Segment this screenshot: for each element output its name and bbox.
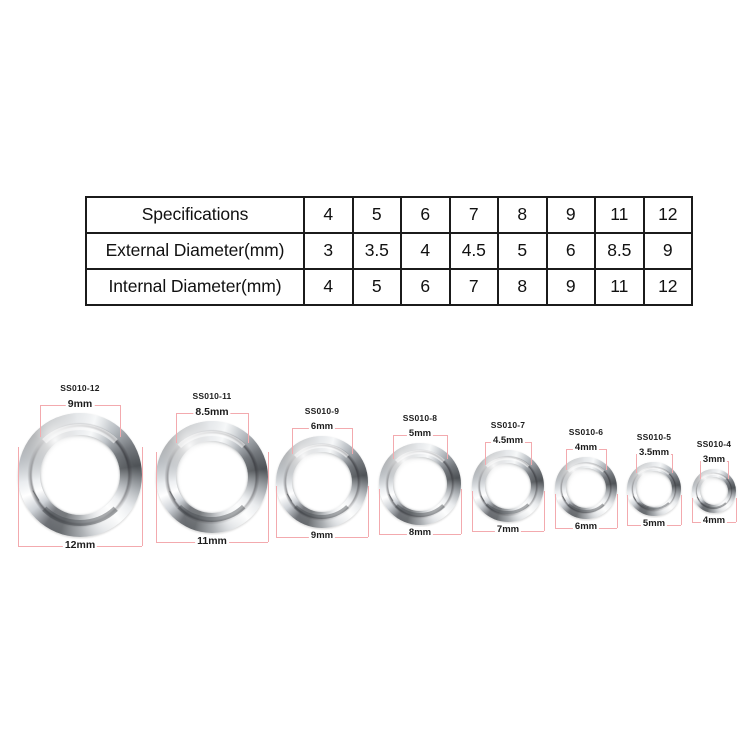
- outer-diameter-label: 6mm: [572, 521, 600, 532]
- inner-dimension-tick-left: [39, 405, 41, 437]
- ring-code-label: SS010-12: [60, 383, 100, 393]
- cell-spec-2: 5: [351, 196, 402, 234]
- inner-diameter-label: 4.5mm: [490, 435, 526, 446]
- inner-diameter-label: 6mm: [308, 421, 336, 432]
- ring-image-ss010-4: [692, 469, 736, 513]
- outer-diameter-label: 8mm: [406, 527, 434, 538]
- cell-spec-3: 6: [400, 196, 451, 234]
- ring-code-label: SS010-8: [402, 413, 438, 423]
- table-row: Internal Diameter(mm) 4 5 6 7 8 9 11 12: [85, 268, 693, 306]
- cell-internal-5: 8: [497, 268, 548, 306]
- inner-dimension-tick-left: [292, 428, 294, 455]
- cell-internal-8: 12: [642, 268, 693, 306]
- outer-dimension-tick-right: [544, 491, 545, 531]
- cell-internal-2: 5: [351, 268, 402, 306]
- cell-external-4: 4.5: [448, 232, 499, 270]
- outer-dimension-tick-right: [368, 486, 369, 537]
- outer-dimension-tick-right: [681, 495, 682, 525]
- cell-external-2: 3.5: [351, 232, 402, 270]
- outer-diameter-label: 12mm: [62, 539, 98, 551]
- specification-table: Specifications 4 5 6 7 8 9 11 12 Externa…: [85, 196, 693, 306]
- cell-internal-3: 6: [400, 268, 451, 306]
- outer-dimension-tick-right: [461, 488, 462, 534]
- cell-spec-4: 7: [448, 196, 499, 234]
- outer-diameter-label: 11mm: [195, 535, 229, 547]
- cell-external-5: 5: [497, 232, 548, 270]
- cell-external-6: 6: [545, 232, 596, 270]
- outer-dimension-tick-left: [472, 491, 473, 531]
- table-row: Specifications 4 5 6 7 8 9 11 12: [85, 196, 693, 234]
- table-row: External Diameter(mm) 3 3.5 4 4.5 5 6 8.…: [85, 232, 693, 270]
- inner-diameter-label: 9mm: [65, 398, 95, 410]
- cell-internal-7: 11: [594, 268, 645, 306]
- cell-spec-6: 9: [545, 196, 596, 234]
- row-header-external-diameter: External Diameter(mm): [85, 232, 305, 270]
- inner-dimension-tick-left: [565, 449, 567, 470]
- outer-dimension-tick-left: [555, 493, 556, 528]
- cell-internal-6: 9: [545, 268, 596, 306]
- inner-dimension-tick-right: [120, 405, 122, 437]
- outer-diameter-label: 7mm: [494, 524, 522, 535]
- inner-dimension-tick-left: [175, 413, 177, 443]
- ring-inner-hole: [699, 476, 729, 506]
- inner-diameter-label: 3.5mm: [636, 447, 672, 458]
- outer-diameter-label: 4mm: [700, 515, 728, 526]
- outer-dimension-tick-left: [276, 486, 277, 537]
- specification-table-container: Specifications 4 5 6 7 8 9 11 12 Externa…: [85, 196, 693, 306]
- inner-diameter-label: 3mm: [700, 454, 728, 465]
- inner-dimension-tick-left: [484, 442, 486, 465]
- inner-diameter-label: 5mm: [406, 428, 434, 439]
- ring-code-label: SS010-7: [490, 420, 526, 430]
- outer-dimension-tick-left: [18, 446, 19, 546]
- cell-spec-1: 4: [303, 196, 354, 234]
- inner-dimension-tick-right: [671, 454, 673, 474]
- cell-spec-5: 8: [497, 196, 548, 234]
- outer-diameter-label: 9mm: [308, 530, 336, 541]
- cell-spec-7: 11: [594, 196, 645, 234]
- cell-internal-4: 7: [448, 268, 499, 306]
- inner-dimension-tick-right: [606, 449, 608, 470]
- inner-diameter-label: 4mm: [572, 442, 600, 453]
- inner-dimension-tick-left: [636, 454, 638, 474]
- outer-dimension-tick-left: [627, 495, 628, 525]
- ring-code-label: SS010-6: [568, 427, 604, 437]
- outer-dimension-tick-right: [617, 493, 618, 528]
- cell-external-3: 4: [400, 232, 451, 270]
- outer-dimension-tick-left: [379, 488, 380, 534]
- cell-external-8: 9: [642, 232, 693, 270]
- ring-code-label: SS010-4: [696, 439, 732, 449]
- inner-dimension-tick-left: [393, 435, 395, 460]
- cell-internal-1: 4: [303, 268, 354, 306]
- row-header-internal-diameter: Internal Diameter(mm): [85, 268, 305, 306]
- cell-external-1: 3: [303, 232, 354, 270]
- outer-dimension-tick-left: [692, 497, 693, 522]
- specification-table-body: Specifications 4 5 6 7 8 9 11 12 Externa…: [85, 196, 693, 306]
- inner-dimension-tick-right: [728, 461, 730, 479]
- ring-spec-ss010-4: 3mm 4mm SS010-4: [0, 370, 750, 570]
- inner-dimension-tick-left: [699, 461, 701, 479]
- outer-dimension-tick-right: [268, 452, 269, 542]
- cell-external-7: 8.5: [594, 232, 645, 270]
- row-header-specifications: Specifications: [85, 196, 305, 234]
- inner-dimension-tick-right: [531, 442, 533, 465]
- inner-dimension-tick-right: [446, 435, 448, 460]
- ring-code-label: SS010-5: [636, 432, 672, 442]
- inner-dimension-tick-right: [351, 428, 353, 455]
- ring-split-seam: [696, 496, 701, 501]
- inner-dimension-tick-right: [248, 413, 250, 443]
- outer-dimension-tick-right: [736, 497, 737, 522]
- outer-dimension-tick-right: [142, 446, 143, 546]
- ring-code-label: SS010-11: [192, 391, 232, 401]
- ring-code-label: SS010-9: [304, 406, 340, 416]
- outer-dimension-tick-left: [156, 452, 157, 542]
- ring-size-diagram-row: 9mm 12mm SS010-12 8.5mm 11mm SS010-11 6mm 9mm SS…: [0, 370, 750, 570]
- cell-spec-8: 12: [642, 196, 693, 234]
- outer-diameter-label: 5mm: [640, 518, 668, 529]
- inner-diameter-label: 8.5mm: [193, 406, 231, 418]
